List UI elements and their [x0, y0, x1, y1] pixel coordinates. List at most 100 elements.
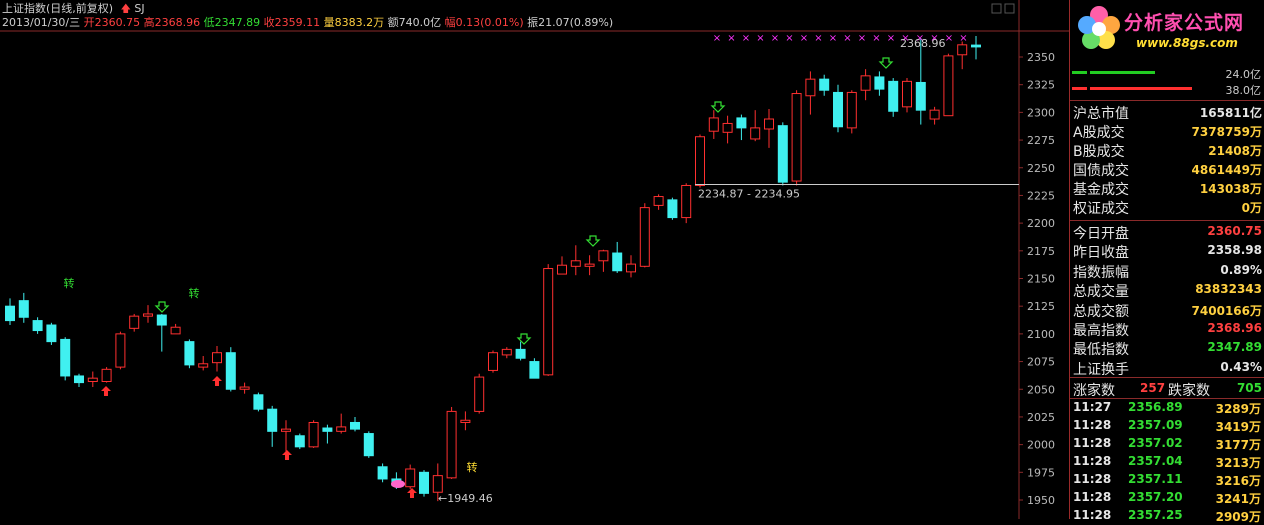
candle[interactable] [584, 255, 595, 276]
candle[interactable] [446, 406, 457, 479]
stat-label: 总成交量 [1073, 284, 1129, 301]
candle[interactable] [529, 358, 540, 379]
candle[interactable] [543, 264, 554, 376]
candle[interactable] [74, 373, 84, 388]
candle[interactable] [557, 256, 567, 275]
candle[interactable] [253, 392, 264, 412]
stat-row: 总成交量 83832343 [1070, 280, 1264, 301]
candle[interactable] [681, 183, 692, 224]
candle[interactable] [846, 90, 857, 134]
candle[interactable] [101, 367, 112, 383]
candle[interactable] [308, 420, 319, 448]
candle[interactable] [722, 115, 733, 144]
candle[interactable] [791, 90, 802, 186]
candle[interactable] [60, 337, 71, 381]
stat-value: 2368.96 [1207, 321, 1262, 335]
candle[interactable] [708, 110, 719, 139]
tick-row[interactable]: 11:28 2357.25 2909万 [1070, 506, 1264, 524]
tick-row[interactable]: 11:28 2357.09 3419万 [1070, 416, 1264, 434]
candle[interactable] [432, 463, 443, 502]
candle-body [294, 435, 305, 448]
candle[interactable] [281, 420, 291, 453]
candle[interactable] [239, 382, 250, 394]
candle[interactable] [143, 305, 153, 323]
kline-chart[interactable]: 1950 1975 2000 2025 2050 2075 2100 2125 2150 2175… [0, 0, 1069, 519]
kline-svg[interactable]: 1950 1975 2000 2025 2050 2075 2100 2125 2150 2175… [0, 0, 1069, 519]
candle-body [805, 78, 816, 97]
y-tick-label: 2075 [1027, 356, 1055, 369]
candle-body [184, 341, 195, 366]
stat-label: 指数振幅 [1073, 264, 1129, 281]
candle[interactable] [184, 339, 195, 369]
candle[interactable] [653, 194, 664, 210]
candle[interactable] [777, 122, 788, 186]
candle[interactable] [888, 78, 899, 117]
candle[interactable] [819, 74, 830, 96]
close-label: 收 [263, 16, 275, 29]
candle[interactable] [115, 331, 126, 370]
tick-row[interactable]: 11:28 2357.11 3216万 [1070, 470, 1264, 488]
tick-row[interactable]: 11:28 2357.04 3213万 [1070, 452, 1264, 470]
candle[interactable] [46, 322, 57, 345]
candle[interactable] [639, 203, 650, 268]
candle[interactable] [18, 292, 29, 323]
candle[interactable] [322, 424, 333, 444]
candle[interactable] [750, 110, 761, 142]
candle[interactable] [460, 411, 471, 431]
candle[interactable] [929, 106, 940, 125]
tick-row[interactable]: 11:27 2356.89 3289万 [1070, 398, 1264, 416]
candle[interactable] [225, 347, 236, 392]
candle[interactable] [598, 249, 609, 272]
candle[interactable] [805, 71, 816, 115]
candle[interactable] [736, 114, 747, 141]
candle[interactable] [405, 464, 416, 489]
candle[interactable] [267, 405, 278, 447]
candle[interactable] [626, 255, 636, 278]
tick-row[interactable]: 11:28 2357.20 3241万 [1070, 488, 1264, 506]
magenta-dot-marker: × [858, 33, 866, 44]
candle[interactable] [170, 323, 181, 335]
tick-row[interactable]: 11:28 2357.02 3177万 [1070, 434, 1264, 452]
candle[interactable] [833, 84, 843, 133]
candle-body [667, 199, 678, 219]
candle[interactable] [350, 416, 360, 432]
magenta-dot-marker: × [800, 33, 808, 44]
candle[interactable] [971, 36, 981, 60]
candle[interactable] [419, 470, 429, 497]
candle[interactable] [860, 69, 871, 101]
divider [1070, 398, 1264, 399]
y-tick-label: 2025 [1027, 411, 1055, 424]
candle[interactable] [294, 433, 305, 450]
candle[interactable] [570, 245, 581, 276]
candle[interactable] [198, 356, 209, 371]
candle[interactable] [667, 197, 678, 220]
candle[interactable] [377, 463, 388, 483]
candle[interactable] [363, 431, 374, 458]
candle[interactable] [902, 78, 912, 113]
candle[interactable] [957, 41, 968, 70]
y-tick-label: 2100 [1027, 328, 1055, 341]
candle[interactable] [915, 38, 926, 125]
candle[interactable] [129, 313, 140, 332]
stat-label: 最低指数 [1073, 342, 1129, 359]
candle[interactable] [695, 134, 705, 188]
candle[interactable] [336, 413, 347, 434]
down-arrow-icon [516, 333, 532, 345]
tick-volume: 2909万 [1215, 510, 1261, 524]
candle[interactable] [474, 373, 485, 414]
candle[interactable] [501, 347, 512, 359]
tick-volume: 3216万 [1215, 474, 1261, 488]
candle[interactable] [32, 317, 43, 334]
candle[interactable] [943, 53, 954, 117]
logo-text: 分析家公式网 [1124, 12, 1245, 34]
candle[interactable] [5, 298, 15, 326]
candle[interactable] [874, 71, 885, 96]
candle[interactable] [515, 341, 526, 361]
candle[interactable] [764, 109, 774, 148]
candle[interactable] [87, 371, 98, 388]
candle-body [446, 410, 457, 479]
candle[interactable] [212, 346, 222, 372]
candle[interactable] [612, 241, 623, 273]
candle[interactable] [156, 313, 167, 352]
candle[interactable] [488, 350, 498, 373]
